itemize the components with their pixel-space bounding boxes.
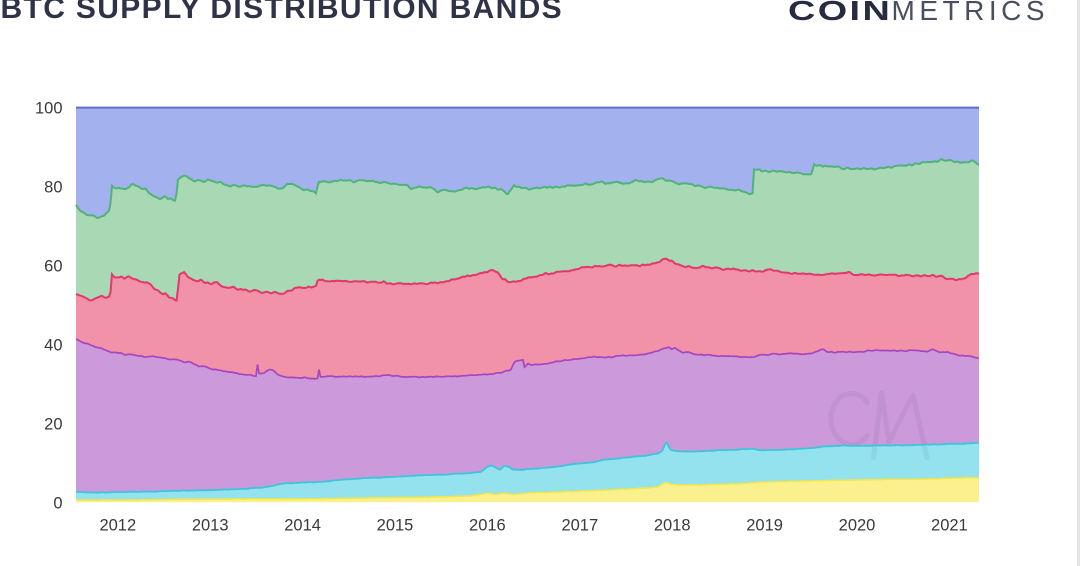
svg-text:2019: 2019 <box>746 517 783 535</box>
svg-text:2014: 2014 <box>284 517 321 535</box>
svg-text:2015: 2015 <box>377 517 414 535</box>
svg-text:2016: 2016 <box>469 517 506 535</box>
svg-text:2018: 2018 <box>654 517 691 535</box>
svg-text:60: 60 <box>44 258 62 276</box>
svg-text:2017: 2017 <box>561 517 598 535</box>
svg-text:2013: 2013 <box>192 517 229 535</box>
svg-text:0: 0 <box>53 494 62 512</box>
svg-text:20: 20 <box>44 416 62 434</box>
svg-text:2021: 2021 <box>931 517 968 535</box>
svg-text:40: 40 <box>44 337 62 355</box>
svg-text:2012: 2012 <box>99 517 136 535</box>
svg-text:80: 80 <box>44 179 62 197</box>
svg-text:100: 100 <box>35 100 63 118</box>
svg-text:2020: 2020 <box>839 517 876 535</box>
